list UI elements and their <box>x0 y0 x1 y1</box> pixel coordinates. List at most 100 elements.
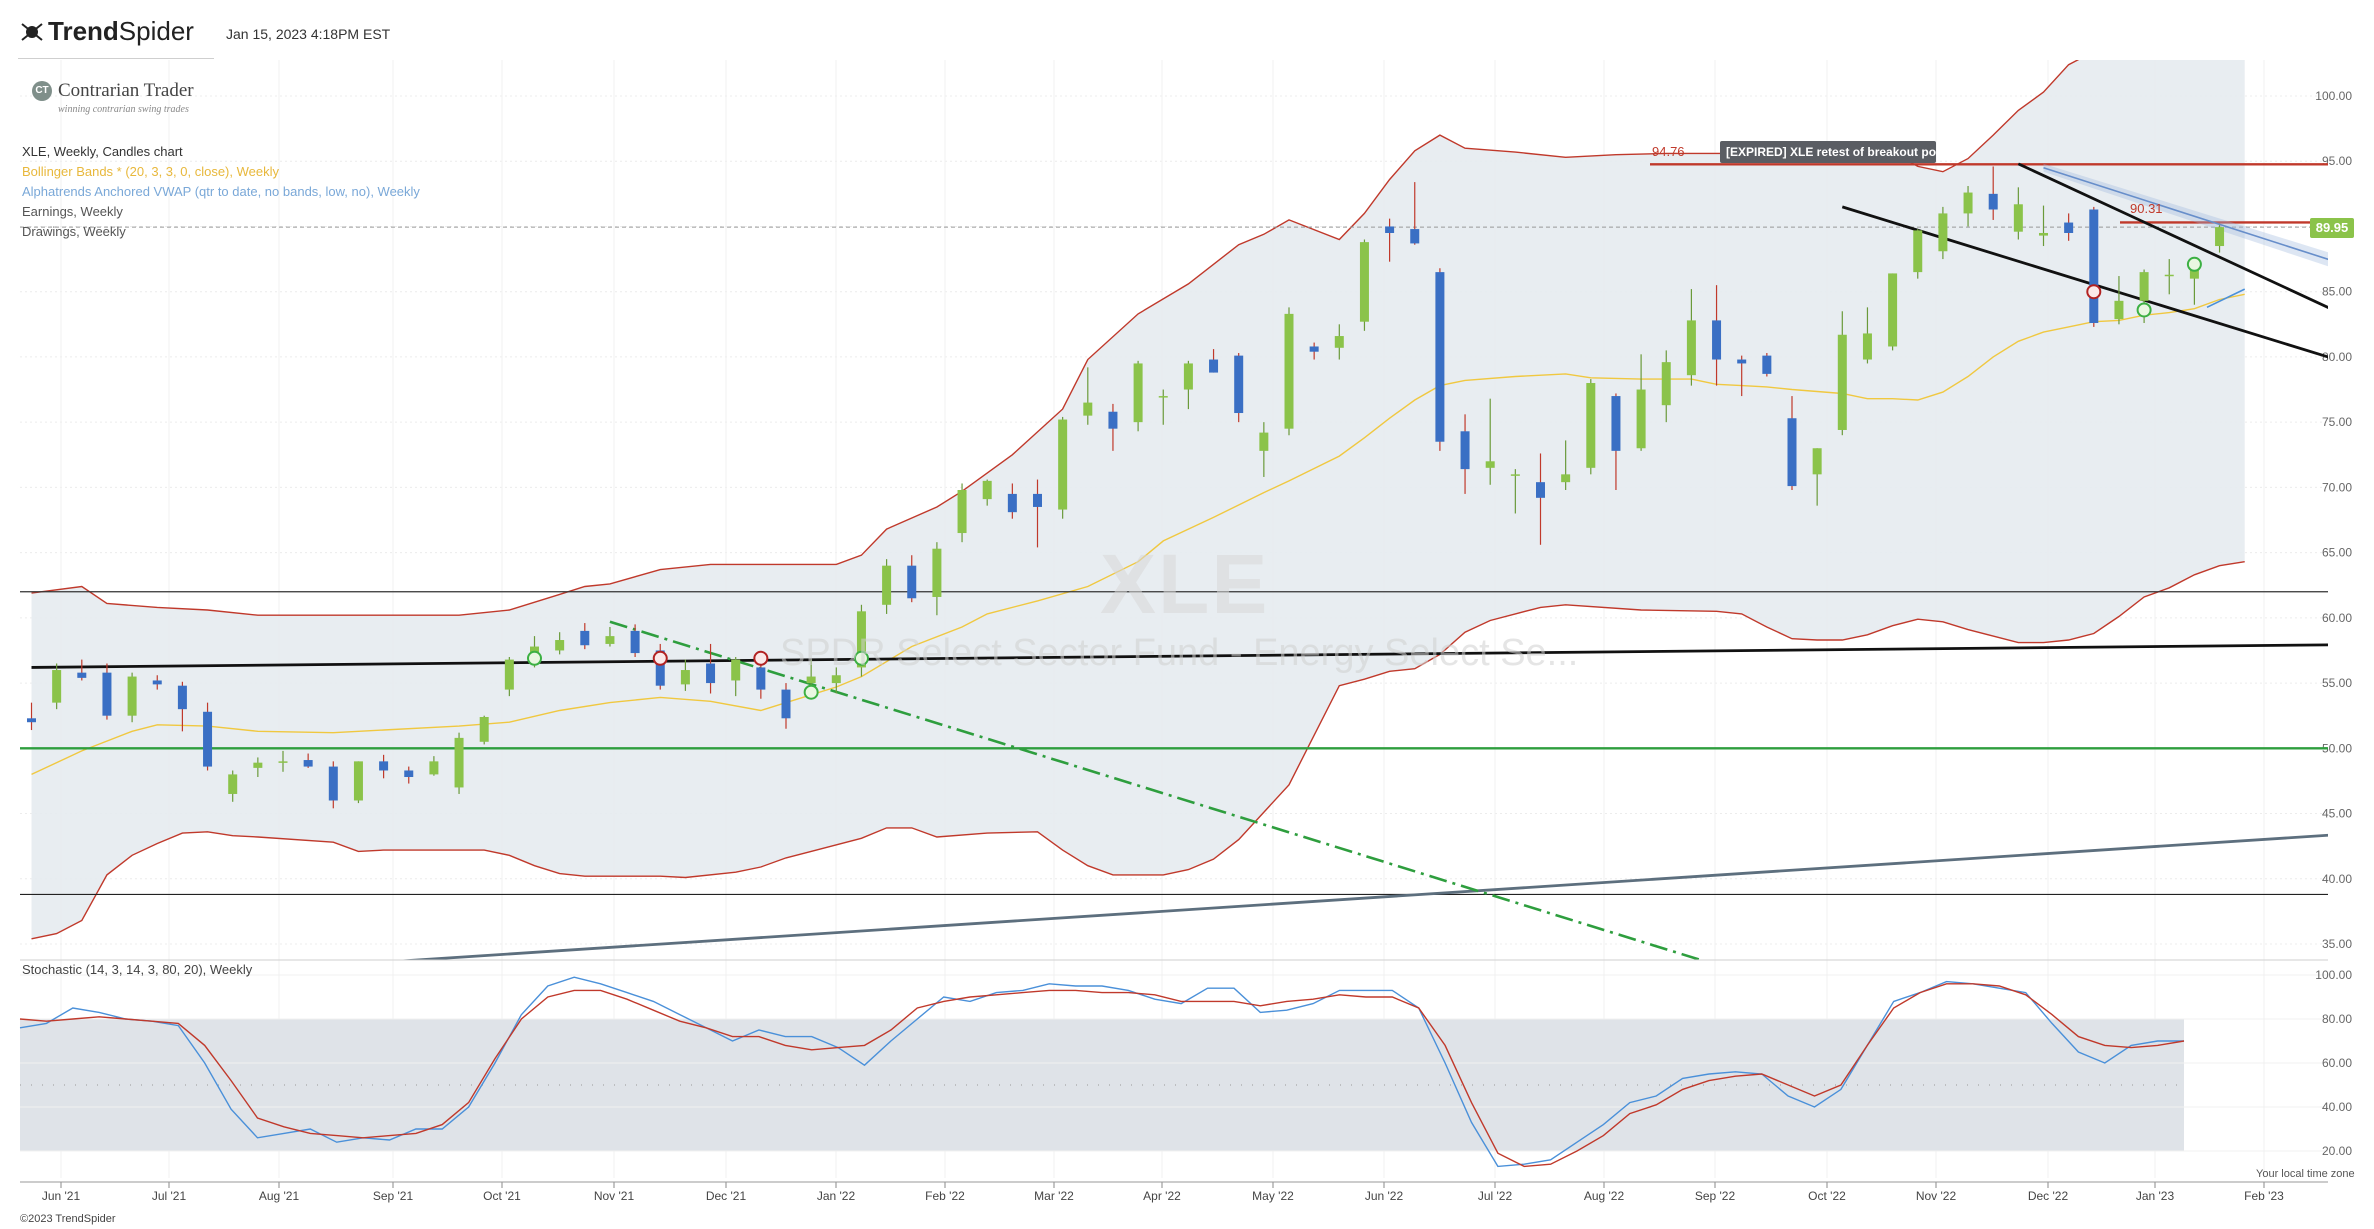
x-tick-label: Apr '22 <box>1143 1189 1181 1203</box>
x-tick-label: Aug '22 <box>1584 1189 1625 1203</box>
candle <box>831 667 841 694</box>
stochastic-line <box>19 976 2184 1168</box>
earnings-marker <box>803 684 819 700</box>
candle-body <box>1837 334 1847 430</box>
copyright: ©2023 TrendSpider <box>20 1213 116 1225</box>
candle-body <box>1611 396 1621 451</box>
candle-body <box>2114 300 2124 320</box>
legend-bollinger[interactable]: Bollinger Bands * (20, 3, 3, 0, close), … <box>22 164 279 179</box>
candle-body <box>1712 320 1722 360</box>
earnings-marker <box>2136 302 2152 318</box>
candle <box>228 770 238 802</box>
candle-body <box>982 480 992 500</box>
candle-body <box>882 565 892 605</box>
legend-earnings[interactable]: Earnings, Weekly <box>22 204 123 219</box>
x-tick-label: Oct '22 <box>1808 1189 1846 1203</box>
earnings-marker <box>2086 284 2102 300</box>
legend-vwap[interactable]: Alphatrends Anchored VWAP (qtr to date, … <box>22 184 420 199</box>
candle <box>454 732 464 794</box>
candle-body <box>454 737 464 788</box>
candle <box>2039 205 2048 247</box>
candle <box>1460 414 1470 494</box>
stoch-tick-label: 100.00 <box>2315 968 2352 982</box>
trend-channel-fill <box>2043 163 2328 267</box>
candle <box>555 632 565 655</box>
timestamp: Jan 15, 2023 4:18PM EST <box>226 26 391 42</box>
x-tick-label: Jan '23 <box>2136 1189 2175 1203</box>
candle <box>77 659 87 681</box>
candle <box>1963 186 1973 227</box>
candle-body <box>1812 448 1822 475</box>
candle <box>1334 324 1344 360</box>
candle-body <box>152 680 162 685</box>
candle-body <box>52 670 62 703</box>
candle-body <box>1762 355 1772 374</box>
candle <box>957 483 967 543</box>
candle <box>655 643 665 690</box>
candle-body <box>831 675 841 684</box>
candle-body <box>1385 226 1395 233</box>
price-tick-label: 80.00 <box>2322 350 2352 364</box>
timezone-note[interactable]: Your local time zone <box>2256 1168 2355 1180</box>
candle <box>1058 416 1068 519</box>
header-divider <box>18 58 214 59</box>
logo-name: Contrarian Trader <box>58 80 194 101</box>
trendline <box>395 833 2328 960</box>
candle <box>1913 229 1923 279</box>
candle-body <box>2039 232 2048 236</box>
candle <box>1737 355 1747 397</box>
candle-body <box>680 670 690 685</box>
candle <box>630 624 640 657</box>
alert-annotation[interactable]: [EXPIRED] XLE retest of breakout po... <box>1720 141 1936 163</box>
candle-body <box>2013 204 2023 232</box>
earnings-marker <box>853 650 869 666</box>
stoch-tick-label: 80.00 <box>2322 1012 2352 1026</box>
x-tick-label: Jun '21 <box>42 1189 81 1203</box>
candle-body <box>1485 461 1495 468</box>
candle <box>882 559 892 614</box>
price-tick-label: 50.00 <box>2322 741 2352 755</box>
stochastic-label: Stochastic (14, 3, 14, 3, 80, 20), Weekl… <box>22 962 253 977</box>
level-label-high: 94.76 <box>1652 144 1685 159</box>
candle <box>27 702 36 731</box>
trendline <box>2043 166 2328 261</box>
candle <box>1888 273 1898 351</box>
earnings-marker <box>527 650 542 666</box>
candle <box>605 626 615 647</box>
price-tick-label: 55.00 <box>2322 676 2352 690</box>
candle <box>680 659 690 691</box>
candle-body <box>177 685 187 710</box>
candle <box>2164 259 2174 295</box>
candle-body <box>1083 402 1093 416</box>
candle <box>152 675 162 690</box>
candle-body <box>228 774 238 794</box>
candle-body <box>1133 363 1143 423</box>
brand-spider: Spider <box>118 16 194 46</box>
candle-body <box>957 489 967 534</box>
candle <box>429 756 439 776</box>
candle <box>1385 218 1395 262</box>
price-tick-label: 70.00 <box>2322 480 2352 494</box>
candle-body <box>1888 273 1898 347</box>
legend-drawings[interactable]: Drawings, Weekly <box>22 224 126 239</box>
x-tick-label: Feb '22 <box>925 1189 965 1203</box>
candle-body <box>1209 359 1219 373</box>
candle <box>1359 239 1369 331</box>
x-tick-label: Oct '21 <box>483 1189 521 1203</box>
candle-body <box>27 718 36 723</box>
candle-body <box>2215 227 2225 247</box>
legend-title[interactable]: XLE, Weekly, Candles chart <box>22 144 183 159</box>
stochastic-band <box>20 1019 2184 1151</box>
candle-body <box>1988 193 1998 210</box>
candle <box>404 766 414 784</box>
bollinger-fill <box>31 60 2245 939</box>
candle-body <box>1963 192 1973 214</box>
last-price-tag: 89.95 <box>2310 218 2354 238</box>
candle <box>127 672 137 723</box>
candle <box>353 761 363 804</box>
candle <box>1133 360 1143 432</box>
candle <box>1485 398 1495 485</box>
candle-body <box>932 548 942 597</box>
candle <box>1007 483 1017 519</box>
